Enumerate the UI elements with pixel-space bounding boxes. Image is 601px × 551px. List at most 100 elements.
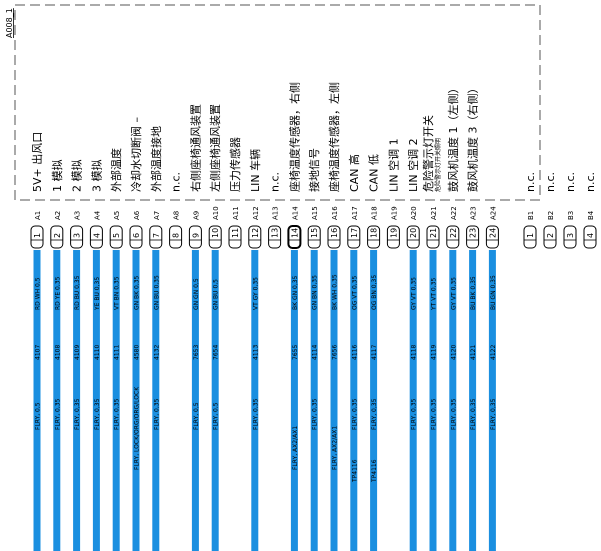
pin-id: A18 xyxy=(371,206,379,220)
wire-type: FLRY, LOCK/ORG/ORG/LOCK xyxy=(134,386,141,470)
wire-number: 4114 xyxy=(312,345,319,360)
pin-id: A12 xyxy=(252,206,260,220)
pin-number: 17 xyxy=(350,228,359,238)
wire xyxy=(469,250,477,551)
pin-id: A7 xyxy=(153,211,161,220)
pin-id: A17 xyxy=(351,206,359,220)
wire xyxy=(53,250,61,551)
pin-label: LIN 空调 1 xyxy=(386,138,400,192)
pin-box xyxy=(129,225,143,249)
wire-number: 4108 xyxy=(54,345,61,360)
wire-color: BU BK 0,35 xyxy=(470,276,477,310)
pin-label: 接地信号 xyxy=(308,148,321,192)
pin-label: CAN 高 xyxy=(347,154,361,192)
pin-box xyxy=(287,225,302,249)
pin-number: 12 xyxy=(251,228,260,238)
pin-label: n.c. xyxy=(269,172,282,192)
pin-id: A23 xyxy=(470,206,478,220)
wire-color: VT GY 0,35 xyxy=(252,277,259,310)
wire-color: RD BU 0,35 xyxy=(74,275,81,310)
pin-id: A6 xyxy=(133,210,141,220)
pin-number: 16 xyxy=(330,228,339,238)
wire-number: 4117 xyxy=(371,345,378,360)
pin-number: 22 xyxy=(449,228,458,238)
pin-number: 23 xyxy=(469,228,478,238)
pin-label: 压力传感器 xyxy=(229,137,242,192)
wire-number: 4110 xyxy=(94,345,101,360)
pin-box xyxy=(268,225,282,249)
pin-label: 座椅温度传感器，右侧 xyxy=(287,82,301,192)
pin-box xyxy=(406,225,420,249)
wire-color: GN BN 0,35 xyxy=(312,275,319,310)
wire-type: FLRY, 0,35 xyxy=(94,398,101,430)
pin-id: B4 xyxy=(587,210,595,220)
wire-number: 4118 xyxy=(411,345,418,360)
wire xyxy=(211,250,219,551)
pin-label: 1 模拟 xyxy=(50,160,64,193)
wire xyxy=(488,250,496,551)
pin-number: 5 xyxy=(112,233,121,238)
wire-type: FLRY, 0,5 xyxy=(35,402,42,430)
pin-number: 11 xyxy=(231,228,240,238)
pin-box xyxy=(30,225,44,249)
pin-number: 15 xyxy=(310,228,319,238)
pin-label: n.c. xyxy=(584,172,597,192)
wire xyxy=(92,250,100,551)
pin-id: A1 xyxy=(34,211,42,220)
wire-color: YT VT 0,35 xyxy=(431,278,438,311)
pin-label: LIN 车辆 xyxy=(248,149,262,192)
wire-color: GN BU 0,5 xyxy=(213,279,220,310)
pin-box xyxy=(485,225,499,249)
wire-color: YE BU 0,35 xyxy=(94,277,101,311)
pin-number: 4 xyxy=(92,233,101,238)
wire xyxy=(350,250,358,551)
test-point: TP4116 xyxy=(371,459,378,483)
pin-label: 5V+ 出风口 xyxy=(30,132,44,192)
pin-label: 外部温度 xyxy=(109,148,123,192)
wire xyxy=(449,250,457,551)
wire-color: BU GN 0,35 xyxy=(490,275,497,310)
pin-id: A9 xyxy=(192,211,200,220)
pin-box xyxy=(466,225,480,249)
wire-type: FLRY, 0,35 xyxy=(351,398,358,430)
wire-color: BK GN 0,35 xyxy=(292,275,299,310)
wire-type: FLRY, 0,35 xyxy=(411,398,418,430)
wire-color: GY VT 0,35 xyxy=(411,277,418,310)
wire-type: FLRY, 0,35 xyxy=(153,398,160,430)
pin-box xyxy=(188,225,202,249)
wire-color: BK WH 0,35 xyxy=(332,274,339,310)
pin-number: 7 xyxy=(152,233,161,238)
wire-type: FLRY, AX2/AX1 xyxy=(332,426,339,470)
pin-number: 8 xyxy=(172,233,181,238)
wire-type: FLRY, 0,35 xyxy=(312,398,319,430)
pin-box xyxy=(248,225,262,249)
wire-color: VT BN 0,35 xyxy=(114,276,121,310)
pin-box xyxy=(228,225,242,249)
pin-box xyxy=(109,225,123,249)
wire-number: 4119 xyxy=(431,345,438,360)
pin-box xyxy=(563,225,577,249)
wire-type: FLRY, 0,35 xyxy=(431,398,438,430)
pin-box xyxy=(89,225,103,249)
pin-id: A15 xyxy=(311,206,319,220)
wire-color: RD YE 0,35 xyxy=(54,276,61,310)
wire xyxy=(152,250,160,551)
pin-box xyxy=(347,225,361,249)
wire xyxy=(370,250,378,551)
pin-box xyxy=(169,225,183,249)
pin-number: 14 xyxy=(290,228,299,238)
pin-box xyxy=(426,225,440,249)
pin-box xyxy=(583,225,597,249)
pin-sublabel: 危险警示灯开关照明 xyxy=(434,138,442,192)
wire-number: 4109 xyxy=(74,345,81,360)
wire-color: RD WH 0,5 xyxy=(35,277,42,310)
pin-number: 2 xyxy=(546,233,555,238)
pin-box xyxy=(208,225,222,249)
wire-color: GY VT 0,35 xyxy=(450,277,457,310)
wire xyxy=(251,250,259,551)
wire-number: 7655 xyxy=(292,345,299,360)
pin-id: B3 xyxy=(567,211,575,220)
pin-label: 鼓风机温度 1（左侧） xyxy=(446,83,460,193)
module-outline xyxy=(14,4,541,201)
